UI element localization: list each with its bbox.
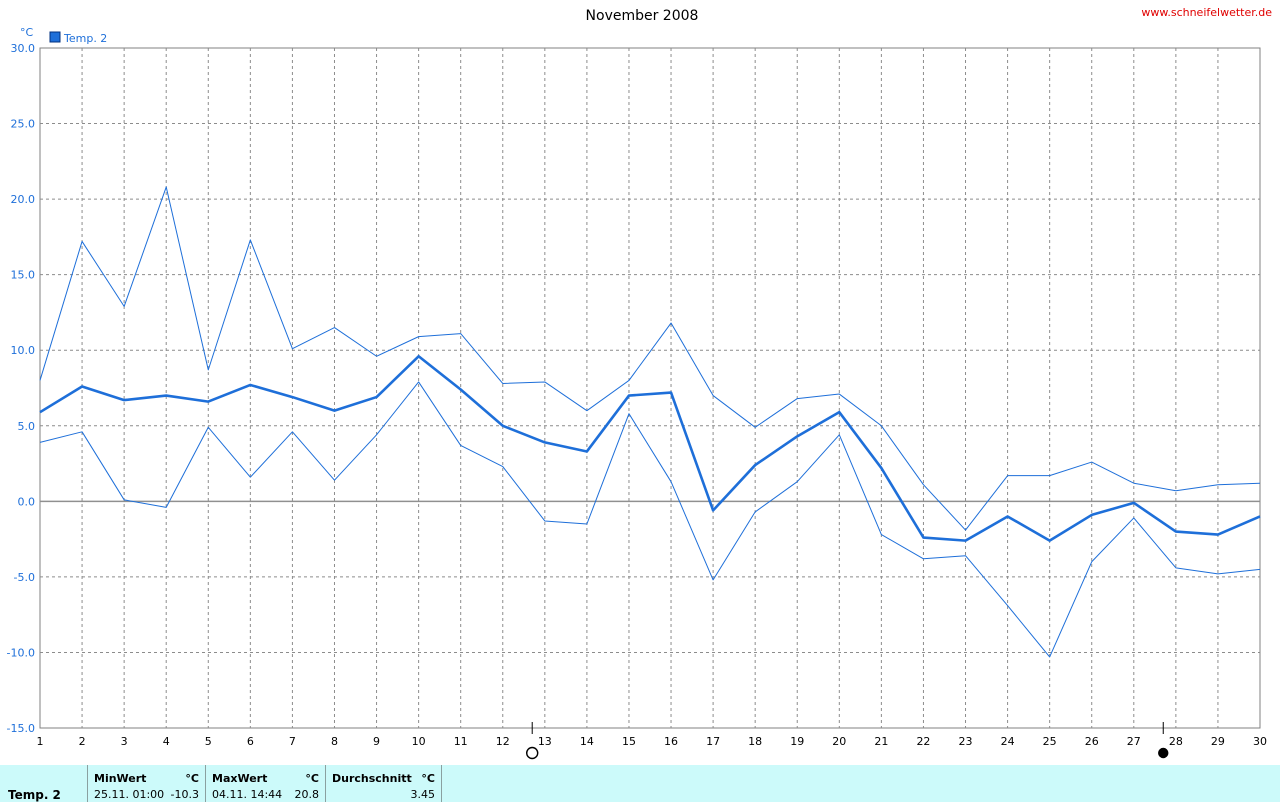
site-url[interactable]: www.schneifelwetter.de — [1141, 6, 1272, 19]
x-tick-label: 21 — [874, 735, 888, 748]
x-tick-label: 28 — [1169, 735, 1183, 748]
x-tick-label: 12 — [496, 735, 510, 748]
y-tick-label: 10.0 — [11, 344, 36, 357]
x-tick-label: 6 — [247, 735, 254, 748]
x-tick-label: 2 — [79, 735, 86, 748]
min-unit: °C — [185, 772, 199, 785]
min-value: -10.3 — [170, 788, 199, 801]
max-unit: °C — [305, 772, 319, 785]
avg-label: Durchschnitt — [332, 772, 412, 785]
temperature-chart: November 2008 www.schneifelwetter.de °C … — [7, 6, 1272, 760]
x-tick-label: 23 — [959, 735, 973, 748]
x-tick-label: 17 — [706, 735, 720, 748]
x-tick-label: 16 — [664, 735, 678, 748]
avg-value: 3.45 — [410, 788, 436, 801]
x-tick-label: 4 — [163, 735, 170, 748]
y-tick-label: 5.0 — [18, 420, 36, 433]
x-tick-label: 29 — [1211, 735, 1225, 748]
x-tick-label: 3 — [121, 735, 128, 748]
footer-series-cell: Temp. 2 — [0, 765, 88, 802]
x-tick-label: 5 — [205, 735, 212, 748]
y-tick-label: -15.0 — [7, 722, 35, 735]
y-tick-label: 20.0 — [11, 193, 36, 206]
x-tick-label: 26 — [1085, 735, 1099, 748]
legend-swatch — [49, 31, 61, 43]
footer-min-cell: MinWert °C 25.11. 01:00 -10.3 — [88, 765, 206, 802]
y-tick-label: -10.0 — [7, 646, 35, 659]
x-tick-label: 10 — [412, 735, 426, 748]
x-tick-label: 30 — [1253, 735, 1267, 748]
x-tick-label: 8 — [331, 735, 338, 748]
x-tick-label: 20 — [832, 735, 846, 748]
full-moon-icon — [526, 746, 539, 760]
axes: 30.0 25.0 20.0 15.0 10.0 5.0 0.0 -5.0 -10.0 -15.0… — [7, 42, 1267, 748]
min-time: 25.11. 01:00 — [94, 788, 165, 801]
max-label: MaxWert — [212, 772, 268, 785]
footer-series-name: Temp. 2 — [8, 788, 61, 802]
x-tick-label: 1 — [37, 735, 44, 748]
x-tick-label: 24 — [1001, 735, 1015, 748]
x-tick-label: 13 — [538, 735, 552, 748]
y-unit-label: °C — [20, 26, 34, 39]
y-tick-label: 0.0 — [18, 495, 36, 508]
x-tick-label: 18 — [748, 735, 762, 748]
series-line-min — [39, 381, 1261, 658]
chart-title: November 2008 — [586, 8, 699, 24]
x-tick-label: 25 — [1043, 735, 1057, 748]
x-tick-label: 19 — [790, 735, 804, 748]
x-tick-label: 14 — [580, 735, 594, 748]
moon-marks — [526, 722, 1169, 760]
footer-max-cell: MaxWert °C 04.11. 14:44 20.8 — [206, 765, 326, 802]
y-tick-label: -5.0 — [14, 571, 35, 584]
max-time: 04.11. 14:44 — [212, 788, 283, 801]
new-moon-icon — [1158, 747, 1169, 759]
y-tick-label: 25.0 — [11, 118, 36, 131]
avg-unit: °C — [421, 772, 435, 785]
stats-footer: Temp. 2 MinWert °C 25.11. 01:00 -10.3 Ma… — [0, 765, 1280, 802]
max-value: 20.8 — [294, 788, 320, 801]
legend-label: Temp. 2 — [63, 32, 107, 45]
x-tick-label: 7 — [289, 735, 296, 748]
grid — [39, 47, 1261, 729]
y-tick-label: 15.0 — [11, 269, 36, 282]
footer-avg-cell: Durchschnitt °C 3.45 — [326, 765, 442, 802]
x-tick-label: 11 — [454, 735, 468, 748]
series-line-avg — [39, 354, 1261, 542]
x-tick-label: 15 — [622, 735, 636, 748]
x-tick-label: 22 — [916, 735, 930, 748]
data-lines — [39, 186, 1261, 658]
x-tick-label: 9 — [373, 735, 380, 748]
min-label: MinWert — [94, 772, 147, 785]
y-tick-label: 30.0 — [11, 42, 36, 55]
x-tick-label: 27 — [1127, 735, 1141, 748]
series-line-max — [39, 186, 1261, 531]
plot-frame — [39, 47, 1261, 729]
